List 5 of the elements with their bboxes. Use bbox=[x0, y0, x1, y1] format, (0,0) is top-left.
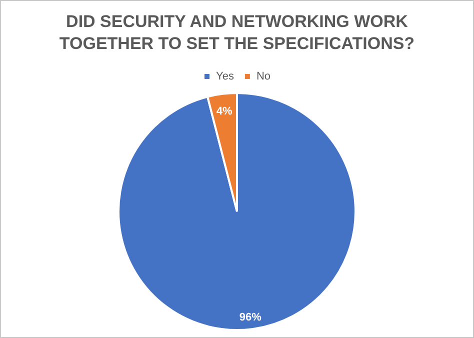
data-label: 4% bbox=[216, 106, 233, 118]
data-label: 96% bbox=[239, 311, 262, 324]
chart-title: DID SECURITY AND NETWORKING WORK TOGETHER TO SET THE SPECIFICATIONS? bbox=[58, 11, 416, 55]
legend-label: No bbox=[256, 70, 271, 83]
legend-label: Yes bbox=[216, 70, 234, 83]
